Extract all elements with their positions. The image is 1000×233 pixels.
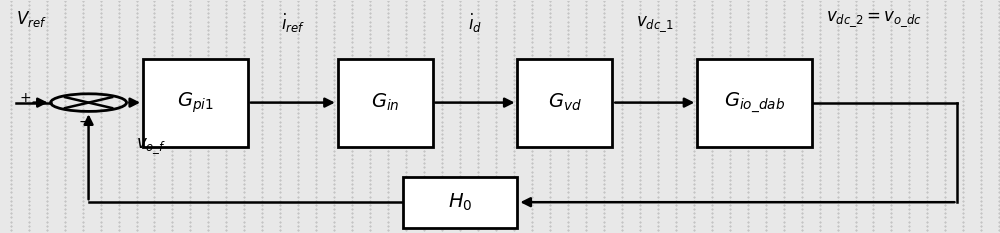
Text: $\dot{\imath}_{ref}$: $\dot{\imath}_{ref}$ [281,12,305,35]
Text: +: + [20,91,31,105]
Text: $v_{dc\_1}$: $v_{dc\_1}$ [636,14,674,34]
Text: $H_0$: $H_0$ [448,192,472,213]
Text: $G_{in}$: $G_{in}$ [371,92,399,113]
Text: $G_{io\_dab}$: $G_{io\_dab}$ [724,91,785,115]
Text: $G_{vd}$: $G_{vd}$ [548,92,582,113]
Text: $V_{ref}$: $V_{ref}$ [16,9,47,29]
Bar [338,58,433,147]
Text: $-$: $-$ [78,114,90,128]
Text: $G_{pi1}$: $G_{pi1}$ [177,90,214,115]
Text: $\dot{\imath}_d$: $\dot{\imath}_d$ [468,12,482,35]
Bar [697,58,812,147]
Text: $v_{o\_f}$: $v_{o\_f}$ [136,137,166,156]
Bar [403,177,517,228]
Bar [143,58,248,147]
Text: $v_{dc\_2}=v_{o\_dc}$: $v_{dc\_2}=v_{o\_dc}$ [826,10,923,29]
Bar [517,58,612,147]
